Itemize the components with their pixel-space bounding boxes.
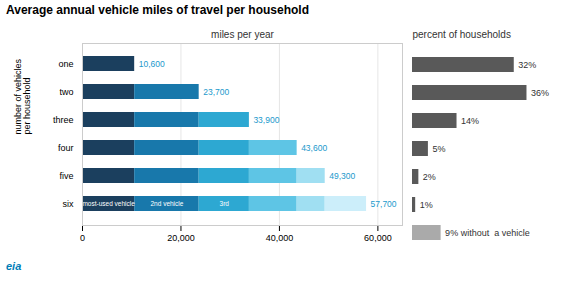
html-text:Average annual vehicle miles o: Average annual vehicle miles of travel p… [6,3,309,17]
svg-text:60,000: 60,000 [364,233,392,243]
svg-text:3rd: 3rd [220,200,230,207]
svg-text:2%: 2% [423,172,436,182]
svg-text:49,300: 49,300 [329,171,355,181]
svg-text:23,700: 23,700 [203,87,229,97]
svg-text:three: three [53,115,74,125]
svg-text:36%: 36% [531,88,549,98]
svg-text:14%: 14% [461,116,479,126]
svg-text:most-used vehicle: most-used vehicle [82,200,135,207]
svg-text:one: one [58,59,73,69]
svg-text:5%: 5% [432,144,445,154]
svg-text:40,000: 40,000 [266,233,294,243]
svg-text:10,600: 10,600 [139,59,165,69]
svg-text:two: two [59,87,73,97]
svg-text:33,900: 33,900 [253,115,279,125]
svg-text:six: six [63,199,74,209]
svg-text:four: four [58,143,74,153]
svg-text:43,600: 43,600 [301,143,327,153]
svg-text:0: 0 [80,233,85,243]
svg-text:number of vehiclesper househol: number of vehiclesper household [13,58,32,134]
svg-text:32%: 32% [518,60,536,70]
svg-text:2nd vehicle: 2nd vehicle [150,200,183,207]
svg-text:miles per year: miles per year [211,29,274,40]
svg-text:57,700: 57,700 [371,199,397,209]
svg-text:five: five [59,171,73,181]
svg-text:1%: 1% [420,200,433,210]
svg-text:percent of households: percent of households [413,29,511,40]
svg-text:20,000: 20,000 [167,233,195,243]
svg-text:9% without a vehicle: 9% without a vehicle [445,228,530,238]
html-text:eia: eia [6,260,22,272]
